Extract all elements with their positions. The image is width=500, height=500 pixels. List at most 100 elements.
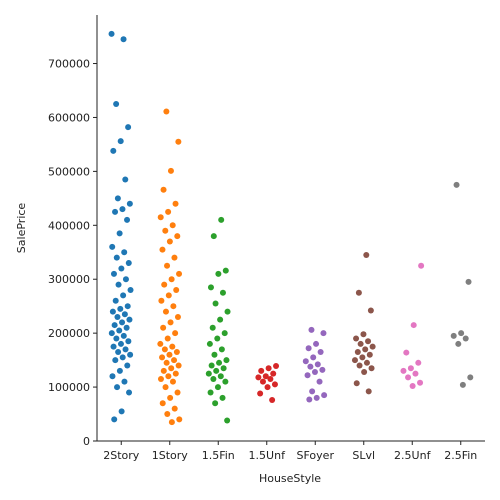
point — [306, 396, 313, 403]
point — [113, 100, 120, 107]
point — [220, 365, 227, 372]
point — [162, 227, 169, 234]
point — [208, 362, 215, 369]
point — [207, 284, 214, 291]
point — [269, 397, 276, 404]
point — [217, 316, 224, 323]
point — [113, 254, 120, 261]
point — [120, 332, 127, 339]
point — [122, 346, 129, 353]
y-tick-label: 300000 — [48, 273, 90, 286]
point — [126, 389, 133, 396]
x-tick-label: 1Story — [152, 449, 189, 462]
point — [163, 359, 170, 366]
point — [159, 400, 166, 407]
point — [157, 340, 164, 347]
x-axis-label: HouseStyle — [259, 472, 321, 485]
point — [122, 276, 129, 283]
y-tick-label: 0 — [83, 435, 90, 448]
point — [125, 338, 132, 345]
point — [119, 319, 126, 326]
point — [164, 335, 171, 342]
y-tick-label: 400000 — [48, 219, 90, 232]
point — [316, 378, 323, 385]
point — [169, 222, 176, 229]
x-tick-label: 1.5Unf — [249, 449, 287, 462]
point — [127, 351, 134, 358]
point — [116, 230, 123, 237]
point — [109, 373, 116, 380]
point — [302, 358, 309, 365]
point — [112, 208, 119, 215]
point — [209, 324, 216, 331]
point — [265, 365, 272, 372]
point — [359, 354, 366, 361]
point — [109, 243, 116, 250]
point — [162, 308, 169, 315]
point — [169, 378, 176, 385]
point — [353, 335, 360, 342]
point — [124, 216, 131, 223]
point — [168, 419, 175, 426]
point — [119, 206, 126, 213]
point — [121, 378, 128, 385]
point — [121, 311, 128, 318]
point — [262, 373, 269, 380]
point — [206, 340, 213, 347]
point — [127, 287, 134, 294]
point — [321, 392, 328, 399]
point — [211, 351, 218, 358]
point — [455, 340, 462, 347]
point — [173, 287, 180, 294]
point — [162, 384, 169, 391]
point — [119, 354, 126, 361]
point — [124, 362, 131, 369]
point — [224, 308, 231, 315]
point — [109, 308, 116, 315]
y-tick-label: 500000 — [48, 165, 90, 178]
point — [458, 330, 465, 337]
y-tick-label: 600000 — [48, 111, 90, 124]
point — [310, 354, 317, 361]
y-tick-label: 200000 — [48, 327, 90, 340]
point — [222, 267, 229, 274]
point — [117, 138, 124, 145]
point — [409, 382, 416, 389]
point — [167, 319, 174, 326]
x-tick-label: SFoyer — [297, 449, 335, 462]
point — [403, 349, 410, 356]
point — [176, 270, 183, 277]
point — [118, 265, 125, 272]
point — [453, 181, 460, 188]
point — [168, 276, 175, 283]
point — [450, 332, 457, 339]
point — [313, 394, 320, 401]
point — [157, 214, 164, 221]
point — [164, 262, 171, 269]
x-tick-label: 2.5Unf — [394, 449, 432, 462]
point — [224, 417, 231, 424]
point — [118, 408, 125, 415]
point — [400, 367, 407, 374]
point — [219, 289, 226, 296]
point — [167, 167, 174, 174]
point — [160, 324, 167, 331]
point — [307, 363, 314, 370]
point — [116, 327, 123, 334]
point — [351, 357, 358, 364]
point — [362, 346, 369, 353]
point — [161, 281, 168, 288]
point — [214, 384, 221, 391]
point — [114, 195, 121, 202]
point — [357, 340, 364, 347]
point — [108, 30, 115, 37]
x-tick-label: SLvl — [352, 449, 375, 462]
point — [165, 373, 172, 380]
point — [213, 367, 220, 374]
point — [366, 351, 373, 358]
point — [369, 343, 376, 350]
point — [124, 303, 131, 310]
point — [158, 297, 165, 304]
point — [171, 405, 178, 412]
